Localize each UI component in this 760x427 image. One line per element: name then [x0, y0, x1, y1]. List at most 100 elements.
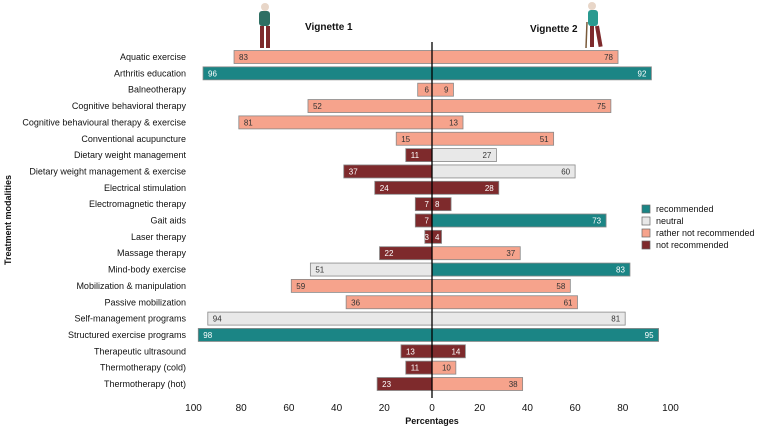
- category-label: Cognitive behavioral therapy: [72, 101, 187, 111]
- category-label: Mind-body exercise: [108, 265, 186, 275]
- data-label: 9: [444, 86, 449, 95]
- data-label: 38: [509, 380, 518, 389]
- data-label: 10: [442, 364, 451, 373]
- bar-vignette-1: [202, 66, 433, 81]
- bar-vignette-1: [207, 311, 433, 326]
- category-label: Electrical stimulation: [104, 183, 186, 193]
- data-label: 51: [540, 135, 549, 144]
- data-label: 58: [556, 282, 565, 291]
- panel-title-vignette-2: Vignette 2: [530, 24, 578, 35]
- data-label: 51: [315, 266, 324, 275]
- data-label: 78: [604, 53, 613, 62]
- bar-vignette-1: [238, 115, 433, 130]
- x-axis-label: Percentages: [405, 416, 459, 426]
- bar-vignette-2: [431, 66, 652, 81]
- category-label: Dietary weight management: [74, 150, 187, 160]
- category-label: Arthritis education: [114, 68, 186, 78]
- data-label: 14: [451, 347, 460, 356]
- data-label: 3: [425, 233, 430, 242]
- x-tick-label: 60: [283, 403, 295, 414]
- legend-swatch-neu: [641, 216, 651, 226]
- data-label: 23: [382, 380, 391, 389]
- data-label: 7: [425, 200, 430, 209]
- legend-label: recommended: [656, 204, 714, 214]
- legend-swatch-rnr: [641, 228, 651, 238]
- legend-swatch-nr: [641, 240, 651, 250]
- data-label: 15: [401, 135, 410, 144]
- elderly-woman-with-cane-icon: [585, 2, 603, 49]
- data-label: 13: [406, 347, 415, 356]
- bar-vignette-2: [431, 131, 555, 146]
- data-label: 92: [638, 69, 647, 78]
- category-label: Self-management programs: [74, 314, 186, 324]
- data-label: 7: [425, 217, 430, 226]
- data-label: 81: [611, 315, 620, 324]
- x-tick-label: 20: [379, 403, 391, 414]
- bar-vignette-1: [309, 262, 433, 277]
- legend: recommended neutral rather not recommended…: [641, 204, 755, 250]
- data-label: 28: [485, 184, 494, 193]
- data-label: 75: [597, 102, 606, 111]
- data-label: 61: [564, 298, 573, 307]
- data-label: 24: [380, 184, 389, 193]
- category-label: Passive mobilization: [104, 297, 186, 307]
- category-label: Conventional acupuncture: [81, 134, 186, 144]
- data-label: 98: [203, 331, 212, 340]
- data-label: 83: [616, 266, 625, 275]
- category-label: Cognitive behavioural therapy & exercise: [22, 117, 186, 127]
- category-label: Aquatic exercise: [120, 52, 186, 62]
- bar-vignette-2: [431, 82, 454, 97]
- bar-vignette-2: [431, 115, 464, 130]
- x-tick-label: 100: [662, 403, 679, 414]
- data-label: 13: [449, 118, 458, 127]
- data-label: 27: [482, 151, 491, 160]
- data-label: 83: [239, 53, 248, 62]
- bar-vignette-2: [431, 213, 607, 228]
- bar-vignette-2: [431, 164, 576, 179]
- elderly-man-icon: [259, 3, 270, 48]
- data-label: 95: [645, 331, 654, 340]
- legend-swatch-rec: [641, 204, 651, 214]
- data-label: 4: [435, 233, 440, 242]
- bar-vignette-2: [431, 295, 578, 310]
- x-tick-label: 100: [185, 403, 202, 414]
- bar-vignette-1: [307, 99, 433, 113]
- category-label: Thermotherapy (cold): [100, 363, 186, 373]
- data-label: 11: [411, 364, 420, 373]
- category-label: Laser therapy: [131, 232, 187, 242]
- bar-vignette-1: [197, 328, 433, 342]
- x-tick-label: 80: [236, 403, 248, 414]
- category-label: Mobilization & manipulation: [76, 281, 186, 291]
- x-tick-label: 0: [429, 403, 435, 414]
- data-label: 6: [425, 86, 430, 95]
- category-label: Therapeutic ultrasound: [94, 346, 186, 356]
- category-label: Dietary weight management & exercise: [29, 166, 186, 176]
- data-label: 8: [435, 200, 440, 209]
- data-label: 73: [592, 217, 601, 226]
- legend-label: neutral: [656, 216, 684, 226]
- data-label: 36: [351, 298, 360, 307]
- legend-label: not recommended: [656, 240, 729, 250]
- panel-title-vignette-1: Vignette 1: [305, 22, 353, 33]
- data-label: 96: [208, 69, 217, 78]
- bar-vignette-2: [431, 262, 631, 277]
- data-label: 11: [411, 151, 420, 160]
- data-label: 59: [296, 282, 305, 291]
- category-label: Gait aids: [150, 216, 186, 226]
- bar-vignette-2: [431, 50, 619, 64]
- x-tick-label: 20: [474, 403, 486, 414]
- data-label: 60: [561, 167, 570, 176]
- legend-label: rather not recommended: [656, 228, 755, 238]
- bar-vignette-2: [431, 99, 612, 113]
- category-label: Thermotherapy (hot): [104, 379, 186, 389]
- x-tick-label: 40: [522, 403, 534, 414]
- category-label: Massage therapy: [117, 248, 187, 258]
- bar-vignette-1: [290, 278, 433, 293]
- data-label: 37: [506, 249, 515, 258]
- bar-vignette-2: [431, 328, 659, 342]
- data-label: 52: [313, 102, 322, 111]
- y-axis-label: Treatment modalities: [3, 175, 13, 265]
- x-tick-label: 80: [617, 403, 629, 414]
- category-label: Electromagnetic therapy: [89, 199, 187, 209]
